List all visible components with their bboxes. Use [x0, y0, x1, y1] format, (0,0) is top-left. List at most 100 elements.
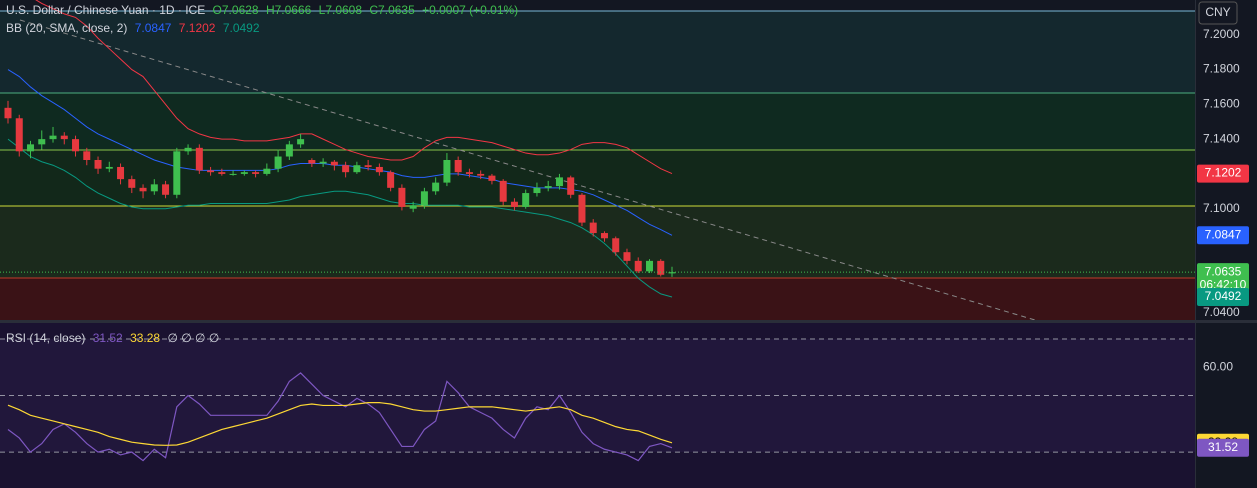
candle-body [72, 139, 80, 152]
countdown: 06:42:10 [1200, 277, 1247, 291]
trend-line [19, 19, 1036, 321]
candle-body [117, 166, 125, 180]
zone [0, 93, 1195, 150]
currency-label: CNY [1205, 5, 1230, 19]
bb-upper: 7.1202 [178, 21, 216, 35]
y-tick-label: 7.0400 [1203, 305, 1240, 319]
rsi-pane [0, 323, 1195, 488]
candle-body [454, 160, 462, 173]
last-price: 7.0635 [1205, 264, 1242, 278]
candle-body [162, 184, 170, 195]
price-legend: U.S. Dollar / Chinese Yuan · 1D · ICE O7… [6, 3, 522, 17]
zone [0, 278, 1195, 320]
y-tick-label: 7.1000 [1203, 201, 1240, 215]
change: +0.0007 (+0.01%) [422, 3, 519, 17]
candle-body [49, 135, 57, 140]
rsi-badge: 31.52 [1208, 440, 1238, 454]
candle-body [94, 160, 102, 169]
candle-body [15, 118, 23, 152]
y-tick-label: 7.2000 [1203, 27, 1240, 41]
bb-line [7, 69, 673, 236]
candle-body [432, 182, 440, 192]
candle-body [105, 166, 113, 169]
candle-body [623, 252, 631, 261]
candle-body [499, 180, 507, 202]
candle-body [173, 151, 181, 195]
candle-body [150, 184, 158, 192]
indicator-line [7, 401, 673, 446]
candle-body [218, 172, 226, 174]
candle-body [27, 144, 35, 152]
candle-body [488, 175, 496, 181]
candle-body [263, 168, 271, 174]
rsi-band [0, 338, 1195, 453]
candle-body [600, 233, 608, 239]
bb-legend: BB (20, SMA, close, 2) 7.0847 7.1202 7.0… [6, 21, 264, 35]
candle-body [4, 107, 12, 119]
candle-body [420, 191, 428, 206]
candle-body [60, 135, 68, 140]
zone [0, 206, 1195, 278]
bb-line [35, 0, 673, 175]
candle-body [207, 170, 215, 173]
candle-body [184, 147, 192, 152]
candle-body [319, 161, 327, 164]
rsi-badge-bg [1197, 438, 1249, 457]
candle-body [567, 177, 575, 195]
candle-body [38, 139, 46, 145]
symbol-title: U.S. Dollar / Chinese Yuan · 1D · ICE [6, 3, 206, 17]
y-tick-label: 7.1400 [1203, 131, 1240, 145]
candle-body [297, 139, 305, 145]
candle-body [240, 172, 248, 174]
candle-body [387, 172, 395, 188]
price-plot [4, 0, 676, 298]
price-badge: 7.0847 [1205, 227, 1242, 241]
price-badge: 7.1202 [1205, 166, 1242, 180]
y-tick-label: 60.00 [1203, 359, 1233, 373]
ohlc-high: H7.0666 [265, 3, 312, 17]
candle-body [308, 160, 316, 164]
candle-body [229, 173, 237, 175]
candle-body [285, 144, 293, 157]
candle-body [634, 260, 642, 272]
candle-body [465, 172, 473, 174]
price-badge-bg [1197, 288, 1249, 307]
rsi-legend: RSI (14, close) 31.52 33.28 ∅ ∅ ∅ ∅ [6, 331, 223, 345]
candle-body [612, 238, 620, 253]
indicator-label: BB (20, SMA, close, 2) [6, 21, 128, 35]
rsi-title: RSI (14, close) [6, 331, 86, 345]
candle-body [353, 165, 361, 173]
ohlc-low: L7.0608 [318, 3, 363, 17]
candle-body [252, 172, 260, 174]
candle-body [342, 165, 350, 173]
candle-body [139, 187, 147, 192]
candle-body [555, 177, 563, 187]
zone [0, 11, 1195, 93]
candle-body [645, 260, 653, 272]
candle-body [544, 186, 552, 188]
indicator-line [7, 372, 673, 462]
rsi-ma-value: 33.28 [130, 331, 161, 345]
currency-button[interactable] [1198, 1, 1238, 25]
price-badge: 7.0492 [1205, 289, 1242, 303]
candle-body [477, 173, 485, 176]
rsi-value: 31.52 [92, 331, 123, 345]
candle-body [522, 193, 530, 207]
last-badge-bg [1197, 263, 1249, 294]
ohlc-close: C7.0635 [369, 3, 415, 17]
ohlc-open: O7.0628 [212, 3, 259, 17]
y-tick-label: 7.1800 [1203, 62, 1240, 76]
candle-body [195, 147, 203, 171]
candle-body [443, 160, 451, 183]
candle-body [533, 187, 541, 194]
candle-body [589, 222, 597, 234]
price-badge-bg [1197, 164, 1249, 183]
candle-body [364, 165, 372, 167]
y-tick-label: 7.1600 [1203, 97, 1240, 111]
candle-body [375, 166, 383, 173]
candle-body [83, 151, 91, 160]
candle-body [409, 205, 417, 209]
candle-body [668, 272, 676, 274]
bb-basis: 7.0847 [134, 21, 172, 35]
